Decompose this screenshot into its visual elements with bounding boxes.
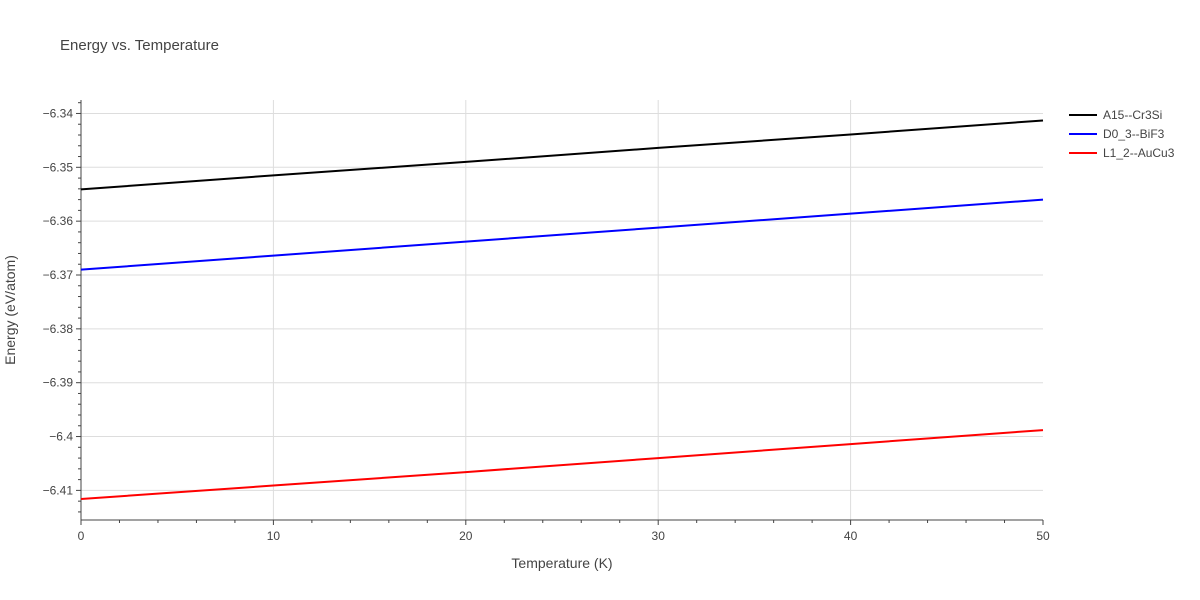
x-tick-label: 20 — [459, 529, 473, 543]
series-line-0[interactable] — [80, 119, 1044, 191]
y-tick-label: −6.34 — [43, 106, 74, 120]
y-tick-label: −6.41 — [43, 483, 74, 497]
axes — [76, 100, 1044, 525]
legend[interactable]: A15--Cr3Si D0_3--BiF3 L1_2--AuCu3 — [1069, 108, 1175, 160]
series-lines — [80, 119, 1044, 500]
legend-label: D0_3--BiF3 — [1103, 127, 1165, 141]
legend-item-1[interactable]: D0_3--BiF3 — [1069, 127, 1165, 141]
legend-item-0[interactable]: A15--Cr3Si — [1069, 108, 1162, 122]
y-axis-label: Energy (eV/atom) — [2, 255, 18, 365]
legend-item-2[interactable]: L1_2--AuCu3 — [1069, 146, 1175, 160]
legend-label: A15--Cr3Si — [1103, 108, 1162, 122]
y-gridlines — [81, 112, 1043, 491]
x-tick-label: 40 — [844, 529, 858, 543]
x-tick-labels: 0 10 20 30 40 50 — [78, 529, 1050, 543]
legend-label: L1_2--AuCu3 — [1103, 146, 1175, 160]
y-tick-label: −6.39 — [43, 376, 74, 390]
y-tick-label: −6.37 — [43, 268, 74, 282]
y-tick-label: −6.38 — [43, 322, 74, 336]
x-axis-label: Temperature (K) — [511, 555, 612, 571]
y-tick-labels: −6.34 −6.35 −6.36 −6.37 −6.38 −6.39 −6.4 −6.41 — [43, 106, 74, 497]
x-tick-label: 50 — [1036, 529, 1050, 543]
x-gridlines — [272, 100, 852, 520]
y-tick-label: −6.4 — [49, 430, 73, 444]
x-tick-label: 0 — [78, 529, 85, 543]
y-tick-label: −6.36 — [43, 214, 74, 228]
y-tick-label: −6.35 — [43, 160, 74, 174]
series-line-2[interactable] — [80, 429, 1044, 500]
series-line-1[interactable] — [80, 198, 1044, 271]
x-tick-label: 10 — [267, 529, 281, 543]
chart-title: Energy vs. Temperature — [60, 37, 219, 54]
x-tick-label: 30 — [652, 529, 666, 543]
